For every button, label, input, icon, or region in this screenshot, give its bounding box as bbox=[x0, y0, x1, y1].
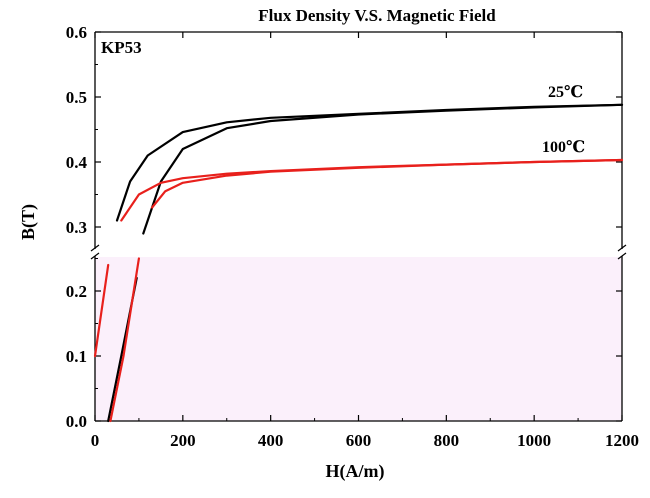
curve-100c-upper-branch bbox=[120, 158, 624, 222]
x-tick-label: 800 bbox=[434, 431, 460, 450]
x-tick-label: 600 bbox=[346, 431, 372, 450]
y-tick-label: 0.5 bbox=[66, 88, 87, 107]
x-tick-label: 200 bbox=[170, 431, 196, 450]
y-tick-label: 0.4 bbox=[66, 153, 88, 172]
series-label-100c: 100℃ bbox=[542, 139, 585, 156]
chart-title: Flux Density V.S. Magnetic Field bbox=[258, 6, 496, 25]
axis-break-mark bbox=[617, 244, 627, 252]
y-tick-label: 0.3 bbox=[66, 218, 87, 237]
series-label-25c: 25℃ bbox=[548, 84, 583, 101]
plot-layer: 0.0 0.1 0.2 0.3 0.4 0.5 0.6 0 200 400 600 800 1000 12… bbox=[66, 23, 639, 450]
x-tick-label: 1200 bbox=[605, 431, 639, 450]
y-axis-label: B(T) bbox=[18, 204, 39, 240]
axis-break-mark bbox=[90, 252, 100, 260]
y-tick-label: 0.2 bbox=[66, 282, 87, 301]
axis-break-mark bbox=[90, 244, 100, 252]
panel-label-kp53: KP53 bbox=[101, 38, 142, 57]
curve-100c-upper-branch bbox=[93, 263, 110, 358]
x-tick-label: 0 bbox=[91, 431, 100, 450]
x-tick-label: 1000 bbox=[517, 431, 551, 450]
y-tick-label: 0.0 bbox=[66, 412, 87, 431]
curve-25c-lower-branch bbox=[142, 103, 624, 235]
curve-100c-lower-branch bbox=[151, 158, 624, 209]
axis-break-mark bbox=[617, 252, 627, 260]
y-tick-label: 0.6 bbox=[66, 23, 87, 42]
curve-100c-lower-branch bbox=[109, 257, 140, 423]
x-tick-label: 400 bbox=[258, 431, 284, 450]
x-axis-label: H(A/m) bbox=[326, 461, 385, 482]
y-tick-label: 0.1 bbox=[66, 347, 87, 366]
lower-panel-background bbox=[95, 257, 622, 421]
